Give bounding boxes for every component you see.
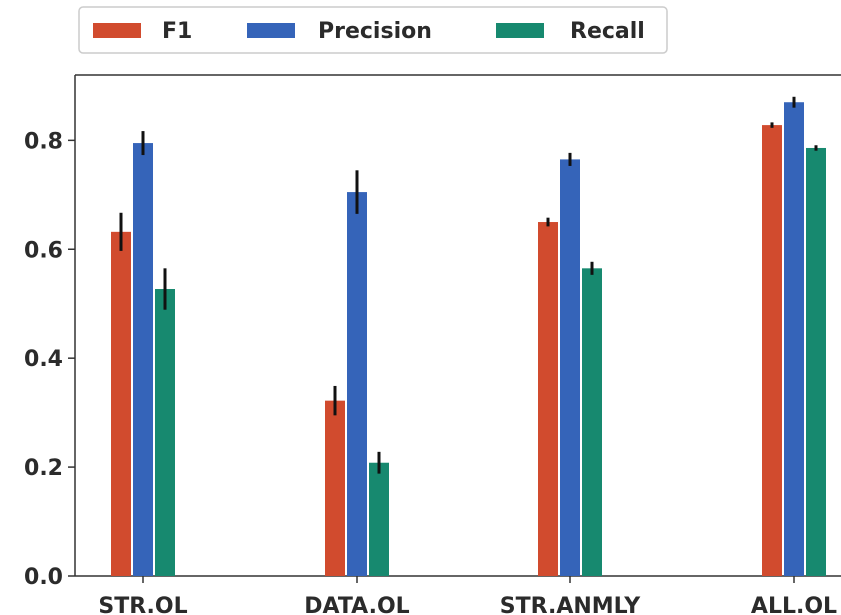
bar-f1-data-ol — [325, 400, 345, 576]
bar-recall-str-ol — [155, 289, 175, 576]
y-tick-label: 0.2 — [24, 456, 63, 481]
legend-swatch-f1 — [93, 23, 141, 38]
error-bars — [119, 96, 818, 474]
y-tick-label: 0.0 — [24, 565, 63, 590]
x-tick-label: DATA.OL — [304, 594, 409, 615]
x-axis: STR.OL DATA.OL STR.ANMLY ALL.OL — [98, 576, 837, 615]
y-tick-label: 0.8 — [24, 129, 63, 154]
bar-precision-str-anmly — [560, 159, 580, 577]
bar-recall-str-anmly — [582, 268, 602, 576]
legend-label-recall: Recall — [570, 19, 645, 44]
x-tick-label: ALL.OL — [751, 594, 837, 615]
y-tick-label: 0.4 — [24, 347, 63, 372]
x-tick-label: STR.ANMLY — [500, 594, 641, 615]
legend-swatch-recall — [496, 23, 544, 38]
legend-box — [78, 6, 668, 54]
y-tick-label: 0.6 — [24, 238, 63, 263]
legend-label-f1: F1 — [162, 19, 192, 44]
bar-recall-all-ol — [806, 147, 826, 576]
bar-precision-str-ol — [133, 143, 153, 576]
bar-f1-all-ol — [762, 125, 782, 576]
x-tick-label: STR.OL — [98, 594, 187, 615]
legend-label-precision: Precision — [318, 19, 432, 44]
bar-f1-str-anmly — [538, 222, 558, 577]
legend-swatch-precision — [247, 23, 295, 38]
bar-f1-str-ol — [111, 231, 131, 576]
bars — [111, 102, 826, 577]
bar-precision-data-ol — [347, 192, 367, 576]
legend: F1 Precision Recall — [78, 6, 668, 54]
bar-precision-all-ol — [784, 102, 804, 576]
bar-recall-data-ol — [369, 462, 389, 576]
axes — [74, 74, 841, 577]
y-axis: 0.0 0.2 0.4 0.6 0.8 — [24, 129, 75, 590]
